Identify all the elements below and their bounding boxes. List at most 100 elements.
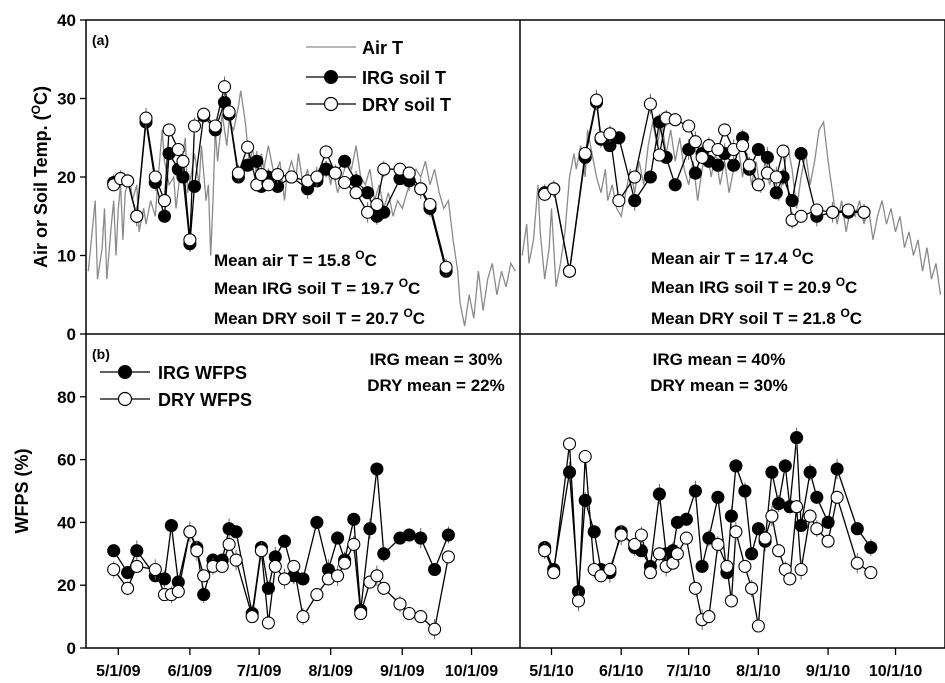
irg-point — [347, 512, 361, 526]
dry-point — [183, 525, 197, 539]
dry-point — [670, 547, 684, 561]
y-tick-label: 60 — [57, 451, 76, 470]
irg-mean-2010: IRG mean = 40% — [653, 350, 786, 369]
dry-point — [850, 556, 864, 570]
dry-point — [229, 553, 243, 567]
irg-point — [370, 462, 384, 476]
stat-mean-dry-2009: Mean DRY soil T = 20.7 OC — [214, 306, 425, 328]
irg-point — [377, 547, 391, 561]
legend-irg-label: IRG soil T — [362, 68, 446, 88]
stat-mean-air-2010: Mean air T = 17.4 OC — [651, 246, 814, 268]
dry-point — [718, 123, 732, 137]
irg-point — [187, 179, 202, 193]
dry-point — [628, 170, 642, 184]
dry-point — [107, 562, 121, 577]
dry-point — [745, 581, 759, 595]
irg-point — [772, 497, 786, 511]
y-tick-label: 80 — [57, 388, 76, 407]
irg-point — [751, 522, 765, 536]
irg-point — [695, 559, 709, 573]
irg-point — [414, 531, 428, 545]
x-tick-label: 8/1/09 — [308, 663, 353, 680]
dry-point — [439, 260, 453, 274]
irg-point — [850, 522, 864, 536]
dry-point — [841, 203, 855, 217]
dry-point — [790, 500, 804, 514]
irg-point — [402, 528, 416, 542]
dry-point — [711, 142, 725, 157]
dry-point — [547, 566, 561, 580]
dry-point — [171, 142, 185, 157]
x-tick-label: 9/1/09 — [380, 663, 425, 680]
dry-point — [245, 610, 259, 624]
dry-point — [393, 597, 407, 611]
y-tick-label: 40 — [57, 513, 76, 532]
dry-point — [724, 594, 738, 608]
dry-point — [776, 144, 790, 158]
panel-a-right-stats: Mean air T = 17.4 OC Mean IRG soil T = 2… — [651, 246, 862, 328]
dry-point — [361, 205, 375, 219]
dry-point — [562, 437, 577, 451]
dry-point — [310, 170, 324, 184]
irg-point — [688, 484, 702, 498]
dry-point — [241, 140, 255, 154]
dry-point — [751, 178, 765, 192]
panel-b-right-means: IRG mean = 40% DRY mean = 30% — [650, 350, 788, 395]
dry-point — [222, 105, 236, 119]
irg-point — [361, 186, 375, 200]
dry-point — [612, 194, 626, 208]
legend-dry-label: DRY soil T — [362, 95, 451, 115]
dry-point — [190, 544, 204, 558]
irg-point — [428, 562, 442, 577]
dry-point — [688, 135, 702, 149]
y-tick-label: 40 — [57, 11, 76, 30]
dry-point — [414, 182, 428, 196]
dry-point — [148, 170, 162, 184]
dry-point — [183, 233, 197, 247]
irg-point — [164, 518, 178, 533]
irg-line — [544, 102, 864, 272]
dry-point — [578, 146, 592, 161]
irg-point — [628, 194, 642, 208]
x-tick-label: 9/1/10 — [806, 663, 851, 680]
irg-point — [130, 544, 144, 558]
dry-point — [652, 547, 666, 561]
dry-point — [261, 616, 275, 630]
dry-point — [695, 150, 709, 164]
dry-point — [758, 531, 772, 545]
dry-line — [544, 99, 865, 272]
dry-point — [130, 209, 144, 223]
y-tick-label: 10 — [57, 247, 76, 266]
dry-point — [331, 569, 345, 583]
irg-point — [197, 588, 211, 602]
irg-point — [679, 512, 693, 526]
stat-mean-irg-2010: Mean IRG soil T = 20.9 OC — [651, 275, 857, 297]
dry-point — [711, 537, 725, 551]
dry-point — [423, 197, 437, 212]
dry-point — [338, 556, 352, 570]
dry-point — [402, 166, 416, 180]
irg-point — [794, 146, 808, 161]
dry-point — [296, 610, 310, 624]
irg-point — [790, 431, 804, 445]
irg-point — [785, 194, 799, 208]
dry-point — [187, 119, 202, 133]
irg-point — [331, 531, 345, 545]
irg-point — [810, 490, 824, 504]
axis-ticks: 0 10 20 30 40 0 20 40 60 80 5/1/09 6/1/09 7/1/09 8/1/… — [57, 11, 922, 680]
dry-point — [319, 145, 333, 159]
dry-point — [769, 170, 783, 184]
irg-point — [729, 459, 743, 473]
panel-b-legend: IRG WFPS DRY WFPS — [100, 363, 252, 410]
stat-mean-irg-2009: Mean IRG soil T = 19.7 OC — [214, 276, 420, 298]
irg-point — [277, 534, 292, 548]
dry-point — [428, 622, 442, 636]
dry-point — [402, 606, 416, 621]
irg-point — [587, 525, 601, 539]
dry-point — [377, 162, 391, 176]
dry-point — [121, 174, 135, 188]
dry-point — [652, 148, 666, 162]
stat-mean-air-2009: Mean air T = 15.8 OC — [214, 248, 377, 270]
dry-point — [720, 559, 734, 573]
